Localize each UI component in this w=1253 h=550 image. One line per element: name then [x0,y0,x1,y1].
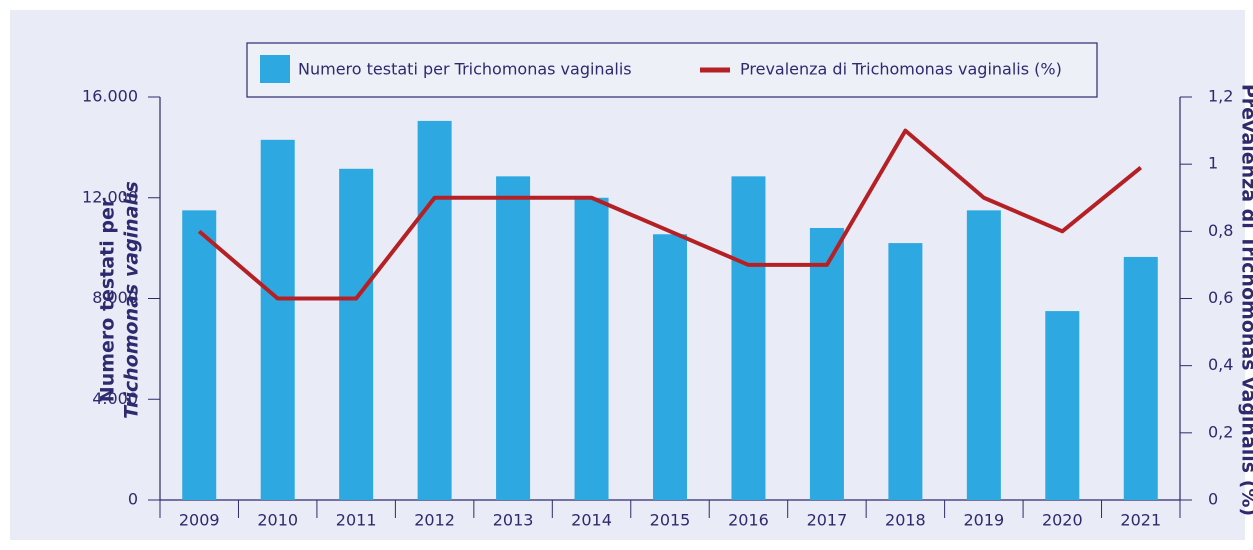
bar [574,197,609,500]
y-label: Trichomonas vaginalis [121,181,143,419]
y-label: Numero testati per [97,197,119,402]
y2-tick-label: 0,8 [1208,221,1233,240]
y-tick-label: 4.000 [92,389,138,408]
y2-label: Prevalenza di Trichomonas vaginalis (%) [1238,84,1253,516]
x-tick-label: 2019 [963,511,1004,530]
x-tick-label: 2016 [728,511,769,530]
bar [339,168,374,501]
bar [731,176,766,500]
bar [1045,311,1080,500]
x-tick-label: 2020 [1042,511,1083,530]
bar [966,210,1001,500]
y-tick-label: 0 [128,490,138,509]
y-tick-label: 16.000 [82,87,138,106]
y-tick-label: 12.000 [82,187,138,206]
bar [260,139,295,500]
x-tick-label: 2015 [650,511,691,530]
y2-tick-label: 1,2 [1208,87,1233,106]
x-tick-label: 2012 [414,511,455,530]
legend-label: Numero testati per Trichomonas vaginalis [298,60,632,79]
y2-tick-label: 0,2 [1208,422,1233,441]
y2-tick-label: 0,4 [1208,355,1233,374]
y-tick-label: 8.000 [92,288,138,307]
y2-tick-label: 0 [1208,490,1218,509]
x-tick-label: 2021 [1120,511,1161,530]
x-tick-label: 2017 [807,511,848,530]
bar [888,243,923,500]
y2-tick-label: 0,6 [1208,288,1233,307]
line [197,128,1143,301]
x-tick-label: 2010 [257,511,298,530]
x-tick-label: 2018 [885,511,926,530]
y2-tick-label: 1 [1208,154,1218,173]
bar [653,234,687,500]
x-tick-label: 2009 [179,511,220,530]
bar [809,227,844,500]
bar [182,210,217,500]
legend-label: Prevalenza di Trichomonas vaginalis (%) [740,60,1062,79]
x-tick-label: 2013 [493,511,534,530]
legend-swatch [260,55,290,83]
bar [1123,256,1158,500]
x-tick-label: 2011 [336,511,377,530]
bar [417,120,452,500]
bar [496,176,531,500]
x-tick-label: 2014 [571,511,612,530]
legend-box [246,42,1098,98]
